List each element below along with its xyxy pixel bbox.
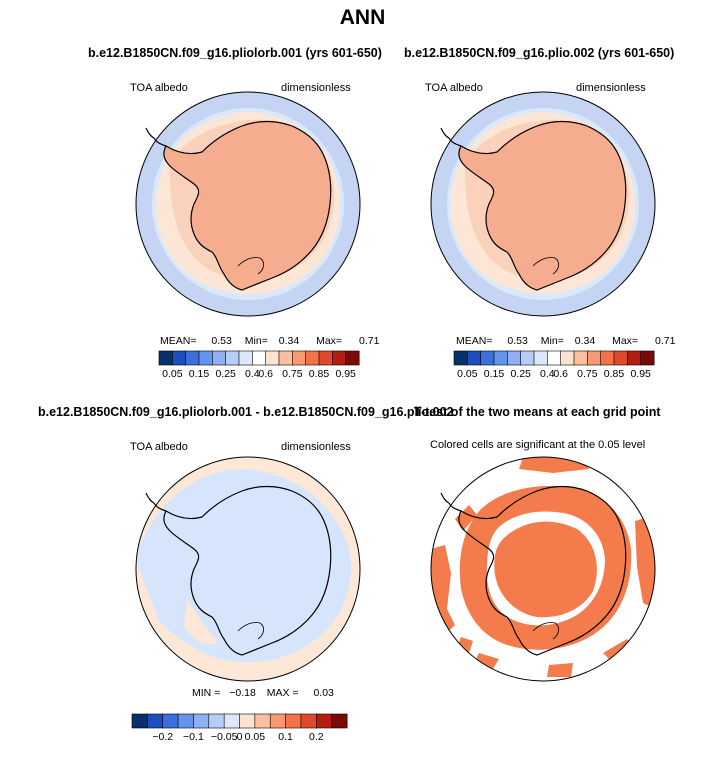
panel-2-colorbar [453, 350, 655, 366]
colorbar-swatch [252, 350, 267, 366]
colorbar-swatch [185, 350, 200, 366]
panel-4-subtitle: Colored cells are significant at the 0.0… [430, 439, 646, 451]
colorbar-swatch [198, 350, 213, 366]
panel-1-colorbar-labels: 0.05 0.15 0.25 0.4 0.6 0.75 0.85 0.95 [159, 368, 359, 382]
colorbar-swatch [147, 713, 164, 729]
colorbar-swatch [507, 350, 522, 366]
colorbar-swatch [300, 713, 317, 729]
panel-2-units-label: dimensionless [576, 82, 646, 94]
colorbar-swatch [613, 350, 628, 366]
colorbar-swatch [627, 350, 642, 366]
panel-3-colorbar-labels: −0.2 −0.1 −0.05 0 0.05 0.1 0.2 [132, 731, 347, 745]
colorbar-tick-label: 0.75 [282, 368, 303, 380]
colorbar-swatch [331, 713, 348, 729]
colorbar-tick-label: 0.6 [553, 368, 568, 380]
panel-1-units-label: dimensionless [281, 82, 351, 94]
colorbar-swatch [587, 350, 602, 366]
colorbar-tick-label: 0.15 [483, 368, 505, 380]
colorbar-tick-label: 0.95 [630, 368, 651, 380]
colorbar-swatch [158, 350, 173, 366]
colorbar-tick-label: 0 [236, 731, 243, 743]
colorbar-swatch [520, 350, 535, 366]
colorbar-tick-label: 0.05 [244, 731, 266, 743]
colorbar-swatch [573, 350, 588, 366]
panel-3-units-label: dimensionless [281, 441, 351, 453]
colorbar-swatch [305, 350, 320, 366]
colorbar-tick-label: 0.05 [457, 368, 478, 380]
figure-title: ANN [339, 6, 386, 29]
colorbar-tick-label: 0.05 [162, 368, 183, 380]
colorbar-swatch [212, 350, 227, 366]
colorbar-swatch [285, 713, 302, 729]
panel-2-map [430, 91, 656, 317]
colorbar-swatch [547, 350, 562, 366]
colorbar-tick-label: 0.1 [278, 731, 293, 743]
colorbar-swatch [315, 713, 333, 729]
colorbar-swatch [480, 350, 495, 366]
panel-2-title: b.e12.B1850CN.f09_g16.plio.002 (yrs 601-… [404, 46, 675, 60]
colorbar-swatch [292, 350, 307, 366]
colorbar-tick-label: 0.85 [308, 368, 330, 380]
colorbar-swatch [318, 350, 333, 366]
colorbar-swatch [177, 713, 194, 729]
colorbar-swatch [162, 713, 179, 729]
colorbar-tick-label: 0.25 [215, 368, 236, 380]
colorbar-tick-label: 0.4 [540, 368, 555, 380]
panel-3-variable-label: TOA albedo [130, 441, 188, 453]
panel-4-title: T-test of the two means at each grid poi… [414, 405, 661, 419]
panel-1-title: b.e12.B1850CN.f09_g16.pliolorb.001 (yrs … [88, 46, 382, 60]
panel-2-stats: MEAN= 0.53 Min= 0.34 Max= 0.71 [456, 335, 676, 347]
colorbar-swatch [265, 350, 280, 366]
colorbar-swatch [600, 350, 615, 366]
colorbar-tick-label: 0.6 [258, 368, 273, 380]
colorbar-tick-label: −0.05 [210, 731, 238, 743]
colorbar-swatch [533, 350, 548, 366]
colorbar-tick-label: 0.25 [510, 368, 531, 380]
panel-3-map [135, 456, 361, 682]
panel-3-stats: MIN = −0.18 MAX = 0.03 [192, 687, 334, 699]
panel-3-title: b.e12.B1850CN.f09_g16.pliolorb.001 - b.e… [38, 405, 454, 419]
panel-1-stats: MEAN= 0.53 Min= 0.34 Max= 0.71 [160, 335, 380, 347]
colorbar-tick-label: 0.4 [245, 368, 260, 380]
colorbar-tick-label: −0.2 [152, 731, 174, 743]
panel-4-map [430, 456, 656, 682]
colorbar-swatch [193, 713, 210, 729]
colorbar-swatch [223, 713, 240, 729]
colorbar-swatch [269, 713, 287, 729]
colorbar-swatch [172, 350, 187, 366]
colorbar-swatch [131, 713, 148, 729]
colorbar-tick-label: 0.85 [603, 368, 625, 380]
colorbar-tick-label: 0.15 [188, 368, 210, 380]
colorbar-swatch [239, 713, 256, 729]
colorbar-swatch [332, 350, 347, 366]
colorbar-swatch [453, 350, 468, 366]
colorbar-swatch [560, 350, 575, 366]
colorbar-swatch [278, 350, 293, 366]
colorbar-tick-label: 0.2 [308, 731, 324, 743]
panel-1-colorbar [158, 350, 360, 366]
colorbar-swatch [493, 350, 508, 366]
panel-3-colorbar [131, 713, 348, 729]
colorbar-swatch [467, 350, 482, 366]
panel-1-map [135, 91, 361, 317]
colorbar-swatch [254, 713, 271, 729]
colorbar-swatch [238, 350, 253, 366]
colorbar-tick-label: 0.75 [577, 368, 598, 380]
panel-1-variable-label: TOA albedo [130, 82, 188, 94]
colorbar-tick-label: −0.1 [183, 731, 204, 743]
panel-2-colorbar-labels: 0.05 0.15 0.25 0.4 0.6 0.75 0.85 0.95 [454, 368, 654, 382]
colorbar-tick-label: 0.95 [335, 368, 356, 380]
colorbar-swatch [345, 350, 360, 366]
colorbar-swatch [225, 350, 240, 366]
colorbar-swatch [208, 713, 225, 729]
panel-2-variable-label: TOA albedo [425, 82, 483, 94]
colorbar-swatch [640, 350, 655, 366]
